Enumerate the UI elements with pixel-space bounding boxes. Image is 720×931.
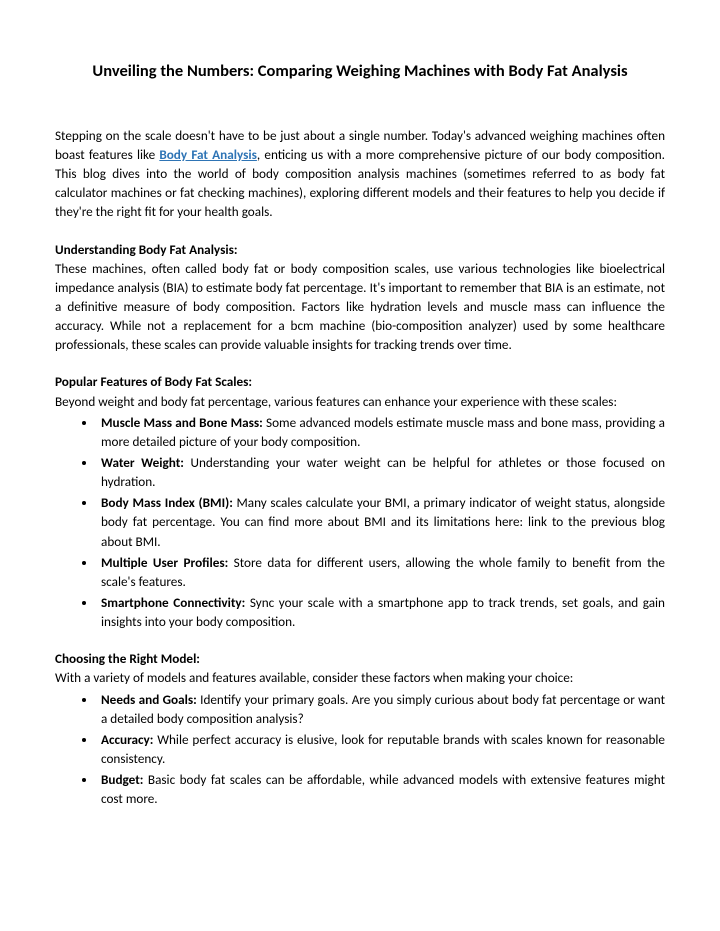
body-fat-analysis-link[interactable]: Body Fat Analysis (159, 146, 257, 163)
section3-intro: With a variety of models and features av… (55, 668, 665, 687)
list-item: Needs and Goals: Identify your primary g… (97, 690, 665, 728)
item-text: Understanding your water weight can be h… (101, 454, 665, 490)
item-text: While perfect accuracy is elusive, look … (101, 731, 665, 767)
section2-intro: Beyond weight and body fat percentage, v… (55, 392, 665, 411)
item-label: Body Mass Index (BMI): (101, 494, 233, 511)
choosing-list: Needs and Goals: Identify your primary g… (55, 690, 665, 809)
item-label: Muscle Mass and Bone Mass: (101, 414, 263, 431)
section-choosing: Choosing the Right Model: With a variety… (55, 649, 665, 808)
section1-body: These machines, often called body fat or… (55, 260, 665, 354)
item-text: Basic body fat scales can be affordable,… (101, 771, 665, 807)
list-item: Budget: Basic body fat scales can be aff… (97, 770, 665, 808)
section2-heading: Popular Features of Body Fat Scales: (55, 372, 665, 391)
intro-paragraph: Stepping on the scale doesn't have to be… (55, 126, 665, 222)
section-features: Popular Features of Body Fat Scales: Bey… (55, 372, 665, 631)
item-label: Multiple User Profiles: (101, 554, 228, 571)
page-title: Unveiling the Numbers: Comparing Weighin… (55, 60, 665, 84)
item-label: Needs and Goals: (101, 691, 197, 708)
list-item: Smartphone Connectivity: Sync your scale… (97, 593, 665, 631)
item-label: Smartphone Connectivity: (101, 594, 245, 611)
item-label: Water Weight: (101, 454, 184, 471)
list-item: Body Mass Index (BMI): Many scales calcu… (97, 493, 665, 550)
item-label: Budget: (101, 771, 143, 788)
list-item: Muscle Mass and Bone Mass: Some advanced… (97, 413, 665, 451)
list-item: Water Weight: Understanding your water w… (97, 453, 665, 491)
item-label: Accuracy: (101, 731, 153, 748)
list-item: Accuracy: While perfect accuracy is elus… (97, 730, 665, 768)
features-list: Muscle Mass and Bone Mass: Some advanced… (55, 413, 665, 632)
list-item: Multiple User Profiles: Store data for d… (97, 553, 665, 591)
section1-heading: Understanding Body Fat Analysis: (55, 241, 238, 258)
section3-heading: Choosing the Right Model: (55, 649, 665, 668)
section-understanding: Understanding Body Fat Analysis: These m… (55, 240, 665, 355)
